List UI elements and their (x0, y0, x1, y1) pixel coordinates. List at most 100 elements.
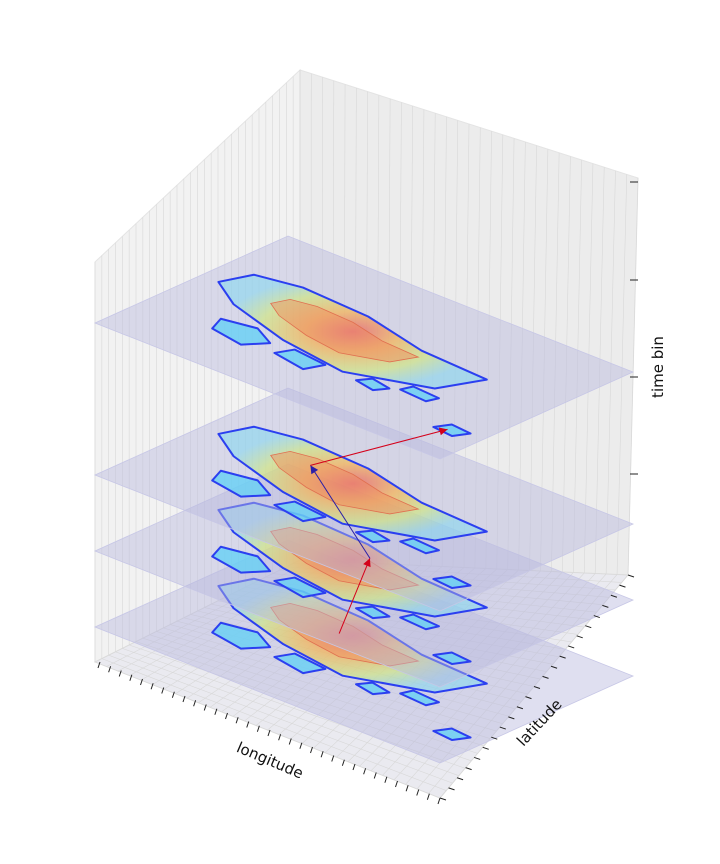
time-bin-layer-4 (93, 235, 635, 460)
wall-grid-line (551, 152, 560, 572)
island-cluster-contour (432, 727, 472, 742)
trajectory-arrow-head (438, 427, 448, 436)
x-tick (288, 738, 292, 745)
y-tick (474, 756, 481, 760)
time-bin-layer-1 (93, 463, 635, 688)
wall-grid-line (518, 141, 526, 571)
x-tick (416, 789, 420, 796)
southwest-cluster-contour (211, 621, 272, 650)
wall-grid-line (474, 127, 481, 569)
southwest-cluster-contour (211, 317, 272, 346)
wall-grid-line (529, 145, 537, 571)
x-tick (193, 700, 197, 707)
east-cluster-1-contour (355, 377, 391, 392)
x-tick (214, 708, 218, 715)
x-tick (235, 717, 239, 724)
y-tick (568, 645, 575, 649)
main-cluster-contour (217, 273, 488, 390)
x-tick (310, 746, 313, 754)
southwest-cluster-contour (211, 545, 272, 574)
y-tick (550, 665, 558, 669)
wall-grid-line (540, 149, 549, 572)
x-tick (426, 793, 430, 800)
trajectory-arrow-line (310, 465, 371, 559)
x-tick (437, 797, 441, 805)
wall-grid-line (430, 113, 436, 567)
floor-grid-line (428, 574, 618, 794)
y-tick (508, 716, 515, 720)
x-axis-label: longitude (234, 738, 306, 782)
x-tick (299, 742, 303, 749)
x-tick (129, 674, 133, 681)
y-tick (533, 686, 541, 689)
floor-grid-line (416, 573, 607, 790)
east-cluster-2-contour (399, 537, 440, 555)
x-tick (267, 729, 271, 737)
x-tick (108, 666, 112, 673)
y-tick (559, 655, 566, 659)
wall-grid-line (583, 163, 594, 574)
wall-grid-line (562, 156, 571, 573)
wall-grid-line (485, 131, 492, 569)
wall-grid-line (496, 134, 504, 570)
east-cluster-2-contour (399, 689, 440, 707)
y-tick (576, 635, 583, 639)
x-tick (373, 772, 377, 779)
trajectory-arrow-head (310, 465, 319, 475)
island-cluster-contour (432, 575, 472, 590)
wall-grid-line (441, 116, 447, 567)
x-tick (256, 725, 260, 732)
y-tick (491, 736, 498, 740)
wall-grid-line (573, 159, 582, 573)
x-tick (140, 678, 143, 686)
x-tick (182, 695, 186, 703)
south-cluster-contour (273, 576, 327, 599)
wall-grid-line (463, 123, 470, 568)
y-tick (482, 746, 489, 750)
x-tick (278, 734, 282, 741)
wall-grid-line (409, 105, 413, 566)
floor-grid-line (393, 572, 585, 781)
wall-grid-line (507, 138, 515, 570)
y-tick (499, 726, 506, 730)
y-tick (593, 615, 600, 619)
wall-grid-line (419, 109, 425, 566)
axis-ticks (97, 181, 638, 805)
x-tick (352, 763, 356, 771)
x-tick (363, 768, 367, 775)
x-tick (405, 785, 409, 792)
x-tick (118, 670, 122, 677)
z-axis-label: time bin (649, 336, 667, 398)
x-tick (161, 687, 165, 694)
trajectory-arrow-line (310, 428, 448, 466)
island-cluster-contour (432, 651, 472, 666)
y-tick (465, 767, 472, 771)
time-bin-layer-2 (93, 387, 635, 612)
y-tick (585, 625, 592, 629)
y-tick (448, 787, 455, 791)
x-tick (97, 661, 101, 669)
wall-grid-line (605, 170, 616, 575)
floor-grid-line (382, 572, 574, 776)
x-tick (341, 759, 345, 766)
wall-grid-line (452, 120, 459, 568)
x-tick (225, 712, 228, 720)
y-tick (610, 594, 618, 598)
trajectory-arrow-head (363, 558, 371, 568)
y-tick (542, 675, 549, 679)
x-tick (395, 780, 398, 788)
main-cluster-contour (217, 425, 488, 542)
east-cluster-1-contour (355, 605, 391, 620)
wall-grid-line (616, 174, 628, 575)
y-tick (456, 777, 464, 781)
x-tick (246, 721, 250, 728)
south-cluster-contour (273, 652, 327, 675)
time-bin-layers (93, 235, 635, 764)
y-tick (439, 797, 447, 801)
southwest-cluster-contour (211, 469, 272, 498)
time-bin-layer-0 (93, 539, 635, 764)
south-cluster-contour (273, 348, 327, 371)
hotspot-contour (270, 298, 420, 363)
east-cluster-2-contour (399, 613, 440, 631)
